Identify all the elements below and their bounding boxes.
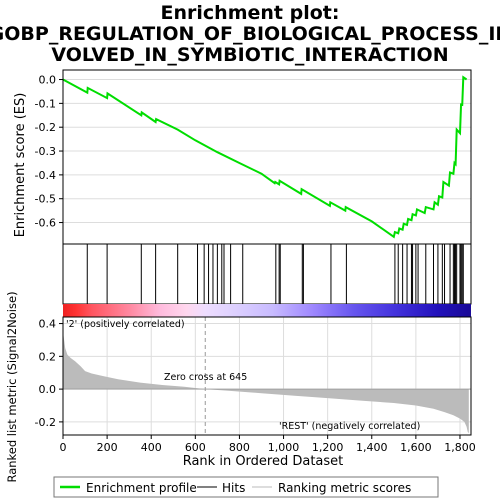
metric-x-tick-label: 1,000	[268, 441, 300, 454]
es-tick-label: -0.5	[35, 193, 56, 206]
metric-x-tick-label: 1,800	[444, 441, 476, 454]
metric-x-tick-label: 800	[229, 441, 250, 454]
es-grid	[63, 79, 471, 224]
metric-y-tick-label: -0.2	[35, 416, 56, 429]
metric-x-tick-label: 0	[60, 441, 67, 454]
metric-y-axis-label: Ranked list metric (Signal2Noise)	[5, 291, 19, 482]
es-y-ticks: 0.0 -0.1 -0.2 -0.3 -0.4 -0.5 -0.6	[35, 74, 63, 230]
chart-title-line-1: Enrichment plot:	[161, 2, 340, 24]
legend-label-enrichment-profile: Enrichment profile	[86, 481, 197, 495]
metric-x-tick-label: 1,600	[400, 441, 432, 454]
metric-panel: 0.4 0.2 0.0 -0.2 0 200 400 600 800 1,000 1,200 1,4…	[5, 291, 476, 482]
hits-panel	[62, 243, 472, 305]
es-tick-label: -0.3	[35, 145, 56, 158]
metric-x-tick-label: 1,200	[312, 441, 344, 454]
metric-panel-frame	[62, 316, 472, 436]
es-tick-label: 0.0	[39, 74, 57, 87]
zero-cross-label: Zero cross at 645	[164, 372, 247, 383]
es-tick-label: -0.2	[35, 121, 56, 134]
legend-box	[53, 476, 439, 498]
hit-marks	[86, 244, 464, 304]
metric-y-ticks: 0.4 0.2 0.0 -0.2	[35, 318, 63, 429]
metric-grid	[62, 317, 471, 435]
es-y-axis-label: Enrichment score (ES)	[13, 93, 28, 238]
metric-x-ticks: 0 200 400 600 800 1,000 1,200 1,400 1,600 1,800	[60, 435, 476, 454]
metric-x-tick-label: 200	[97, 441, 118, 454]
metric-x-tick-label: 400	[141, 441, 162, 454]
legend-label-ranking-metric: Ranking metric scores	[278, 481, 411, 495]
es-tick-label: -0.4	[35, 169, 56, 182]
chart-title-line-2: GOBP_REGULATION_OF_BIOLOGICAL_PROCESS_IN	[0, 23, 500, 45]
legend-label-hits: Hits	[222, 481, 245, 495]
metric-y-tick-label: 0.2	[39, 350, 57, 363]
metric-y-tick-label: 0.0	[39, 383, 57, 396]
negative-correlation-label: 'REST' (negatively correlated)	[279, 421, 420, 432]
ranked-list-colorbar	[63, 304, 471, 317]
ranking-metric-area	[63, 331, 469, 434]
es-tick-label: -0.1	[35, 97, 56, 110]
metric-y-tick-label: 0.4	[39, 318, 57, 331]
metric-x-axis-label: Rank in Ordered Dataset	[183, 454, 344, 469]
es-tick-label: -0.6	[35, 217, 56, 230]
chart-title-line-3: VOLVED_IN_SYMBIOTIC_INTERACTION	[51, 44, 448, 66]
legend: Enrichment profile Hits Ranking metric s…	[53, 476, 439, 498]
hits-panel-frame	[62, 243, 472, 305]
es-panel-frame	[62, 69, 472, 245]
es-panel: 0.0 -0.1 -0.2 -0.3 -0.4 -0.5 -0.6 Enrichment s…	[13, 69, 472, 245]
positive-correlation-label: '2' (positively correlated)	[66, 319, 185, 330]
metric-x-tick-label: 1,400	[356, 441, 388, 454]
es-profile-line	[62, 75, 468, 239]
metric-x-tick-label: 600	[185, 441, 206, 454]
